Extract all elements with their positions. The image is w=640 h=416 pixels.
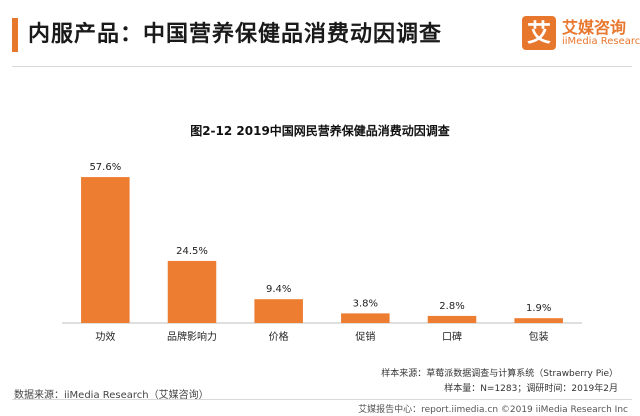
sample-size-note: 样本量：N=1283；调研时间：2019年2月 — [444, 384, 618, 394]
x-tick-label: 促销 — [355, 330, 375, 343]
page-title: 内服产品：中国营养保健品消费动因调查 — [28, 22, 443, 47]
bar — [514, 318, 563, 323]
data-label: 9.4% — [266, 284, 291, 295]
data-label: 57.6% — [89, 162, 121, 173]
header-divider — [12, 66, 632, 67]
sample-source-note: 样本来源：草莓派数据调查与计算系统（Strawberry Pie） — [381, 369, 618, 379]
x-tick-label: 口碑 — [442, 330, 462, 343]
title-accent-bar — [12, 18, 18, 52]
x-tick-label: 包装 — [529, 330, 549, 343]
bar — [81, 177, 130, 323]
bar — [427, 315, 477, 323]
chart-title: 图2-12 2019中国网民营养保健品消费动因调查 — [190, 124, 450, 138]
logo-name: 艾媒咨询 — [562, 18, 627, 37]
logo-subtitle: iiMedia Research — [562, 36, 640, 47]
footer-divider — [12, 399, 632, 400]
brand-logo: 艾 艾媒咨询 iiMedia Research — [522, 14, 640, 54]
bar — [167, 260, 217, 323]
x-tick-label: 功效 — [95, 330, 115, 343]
report-center-link[interactable]: 艾媒报告中心：report.iimedia.cn ©2019 iiMedia R… — [358, 405, 628, 415]
logo-icon: 艾 — [522, 16, 556, 50]
bar — [254, 299, 303, 323]
data-label: 24.5% — [176, 246, 208, 257]
data-label: 2.8% — [439, 301, 464, 312]
data-source: 数据来源：iiMedia Research（艾媒咨询） — [14, 390, 209, 401]
bar — [341, 313, 390, 323]
data-label: 1.9% — [526, 303, 551, 314]
x-tick-label: 价格 — [269, 330, 289, 343]
data-label: 3.8% — [353, 298, 378, 309]
x-tick-label: 品牌影响力 — [167, 330, 217, 343]
